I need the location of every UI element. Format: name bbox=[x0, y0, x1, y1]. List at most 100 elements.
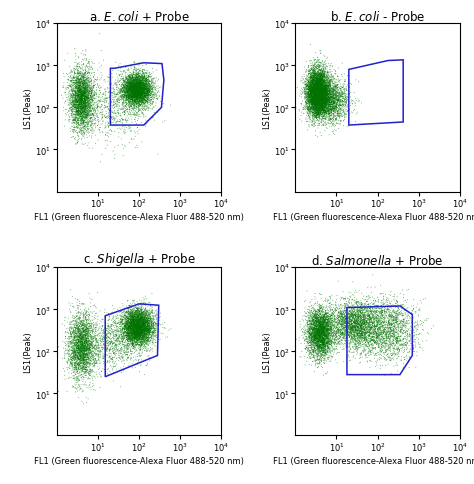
Point bbox=[74, 93, 82, 101]
Point bbox=[346, 90, 354, 97]
Point bbox=[99, 322, 107, 330]
Point bbox=[314, 350, 322, 358]
Point bbox=[327, 351, 335, 359]
Point bbox=[352, 310, 360, 318]
Point bbox=[79, 339, 86, 347]
Point bbox=[321, 111, 328, 119]
Point bbox=[317, 96, 325, 104]
Point bbox=[149, 324, 157, 332]
Point bbox=[341, 87, 348, 95]
Point bbox=[76, 377, 83, 385]
Point bbox=[322, 347, 329, 355]
Point bbox=[70, 329, 78, 336]
Point bbox=[355, 335, 363, 343]
Point bbox=[79, 125, 87, 133]
Point bbox=[311, 65, 319, 73]
Point bbox=[128, 340, 135, 348]
Point bbox=[342, 324, 349, 332]
Point bbox=[300, 76, 308, 83]
Point bbox=[312, 81, 320, 89]
Point bbox=[128, 96, 136, 104]
Point bbox=[82, 114, 89, 122]
Point bbox=[337, 120, 344, 128]
Point bbox=[78, 75, 86, 82]
Point bbox=[347, 321, 355, 329]
Point bbox=[73, 332, 81, 340]
Point bbox=[82, 65, 90, 73]
Point bbox=[310, 75, 318, 82]
Point bbox=[345, 320, 353, 328]
Point bbox=[353, 318, 360, 326]
Point bbox=[319, 98, 326, 106]
Point bbox=[326, 88, 334, 96]
Point bbox=[317, 75, 325, 83]
Point bbox=[311, 98, 319, 106]
Point bbox=[127, 313, 134, 321]
Point bbox=[124, 348, 131, 356]
Point bbox=[146, 331, 154, 338]
Point bbox=[83, 328, 91, 336]
Point bbox=[127, 77, 134, 85]
Point bbox=[117, 112, 124, 120]
Point bbox=[82, 337, 90, 345]
Point bbox=[333, 333, 340, 341]
Point bbox=[133, 86, 140, 94]
Point bbox=[326, 117, 334, 125]
Point bbox=[126, 311, 134, 319]
Point bbox=[377, 338, 384, 346]
Point bbox=[317, 109, 324, 117]
Point bbox=[144, 82, 151, 90]
Point bbox=[311, 96, 319, 104]
Point bbox=[330, 105, 337, 113]
Point bbox=[310, 111, 317, 119]
Point bbox=[321, 102, 329, 109]
Point bbox=[317, 336, 325, 344]
Point bbox=[73, 121, 80, 129]
Point bbox=[132, 81, 140, 89]
Point bbox=[88, 96, 96, 104]
Point bbox=[133, 313, 141, 321]
Point bbox=[145, 326, 152, 333]
Point bbox=[80, 110, 87, 118]
Point bbox=[314, 91, 321, 99]
Point bbox=[69, 339, 76, 347]
Point bbox=[120, 321, 128, 329]
Point bbox=[130, 77, 138, 85]
Point bbox=[138, 69, 146, 76]
Point bbox=[91, 92, 98, 100]
Point bbox=[136, 329, 144, 337]
Point bbox=[113, 323, 120, 331]
Point bbox=[86, 332, 94, 339]
Point bbox=[69, 128, 77, 136]
Point bbox=[118, 120, 126, 127]
Point bbox=[68, 361, 75, 368]
Point bbox=[306, 83, 313, 91]
Point bbox=[316, 100, 324, 107]
Point bbox=[311, 84, 319, 92]
Point bbox=[78, 342, 86, 349]
Point bbox=[91, 343, 98, 351]
Point bbox=[102, 123, 110, 131]
Point bbox=[125, 94, 132, 102]
Point bbox=[68, 350, 75, 358]
Point bbox=[318, 90, 325, 98]
Point bbox=[353, 326, 360, 334]
Point bbox=[357, 309, 365, 317]
Point bbox=[134, 314, 141, 321]
Point bbox=[392, 335, 400, 343]
Point bbox=[351, 100, 359, 108]
Point bbox=[137, 83, 145, 91]
Point bbox=[129, 305, 137, 313]
Point bbox=[392, 333, 400, 341]
Point bbox=[130, 81, 138, 89]
Point bbox=[314, 76, 322, 84]
Point bbox=[319, 101, 327, 109]
Point bbox=[134, 307, 141, 315]
Point bbox=[84, 64, 91, 72]
Point bbox=[127, 83, 135, 91]
Point bbox=[131, 318, 139, 326]
Point bbox=[322, 103, 329, 110]
Point bbox=[355, 323, 362, 331]
Point bbox=[325, 344, 333, 351]
Point bbox=[327, 340, 335, 348]
